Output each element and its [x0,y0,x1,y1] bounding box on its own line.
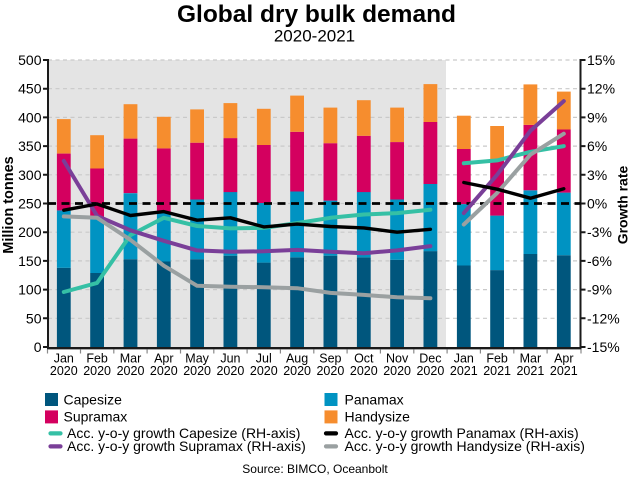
svg-text:Supramax: Supramax [64,409,128,425]
svg-text:2020: 2020 [216,364,244,378]
svg-text:2020: 2020 [350,364,378,378]
svg-text:2021: 2021 [450,364,478,378]
svg-text:6%: 6% [587,138,607,154]
svg-text:15%: 15% [587,52,615,68]
svg-text:Source: BIMCO, Oceanbolt: Source: BIMCO, Oceanbolt [242,462,388,476]
svg-text:Growth rate: Growth rate [615,166,630,245]
svg-text:50: 50 [26,310,42,326]
svg-text:2021: 2021 [483,364,511,378]
svg-text:350: 350 [18,138,42,154]
svg-text:100: 100 [18,282,42,298]
svg-text:-12%: -12% [587,310,620,326]
svg-text:500: 500 [18,52,42,68]
svg-text:450: 450 [18,81,42,97]
svg-text:Acc. y-o-y growth Handysize (R: Acc. y-o-y growth Handysize (RH-axis) [345,438,585,454]
svg-text:200: 200 [18,224,42,240]
svg-text:400: 400 [18,109,42,125]
svg-text:12%: 12% [587,81,615,97]
svg-text:-9%: -9% [587,282,612,298]
svg-text:250: 250 [18,196,42,212]
svg-text:300: 300 [18,167,42,183]
svg-text:2020: 2020 [316,364,344,378]
svg-text:9%: 9% [587,109,607,125]
svg-text:0: 0 [34,339,42,355]
svg-text:Acc. y-o-y growth Supramax (RH: Acc. y-o-y growth Supramax (RH-axis) [67,438,306,454]
svg-text:2020: 2020 [150,364,178,378]
svg-text:3%: 3% [587,167,607,183]
svg-text:Panamax: Panamax [345,391,404,407]
svg-text:2020: 2020 [416,364,444,378]
svg-text:2020-2021: 2020-2021 [274,27,355,46]
svg-text:2020: 2020 [383,364,411,378]
svg-text:2020: 2020 [250,364,278,378]
svg-text:2020: 2020 [283,364,311,378]
svg-text:2020: 2020 [117,364,145,378]
svg-text:Global dry bulk demand: Global dry bulk demand [177,1,456,28]
svg-text:Capesize: Capesize [64,391,123,407]
svg-text:2020: 2020 [183,364,211,378]
svg-text:-6%: -6% [587,253,612,269]
svg-text:2021: 2021 [550,364,578,378]
svg-text:Handysize: Handysize [345,409,411,425]
svg-text:-15%: -15% [587,339,620,355]
svg-text:-3%: -3% [587,224,612,240]
svg-text:150: 150 [18,253,42,269]
svg-text:2021: 2021 [516,364,544,378]
svg-text:Million tonnes: Million tonnes [1,156,17,253]
svg-text:0%: 0% [587,196,607,212]
svg-text:2020: 2020 [50,364,78,378]
svg-text:2020: 2020 [83,364,111,378]
